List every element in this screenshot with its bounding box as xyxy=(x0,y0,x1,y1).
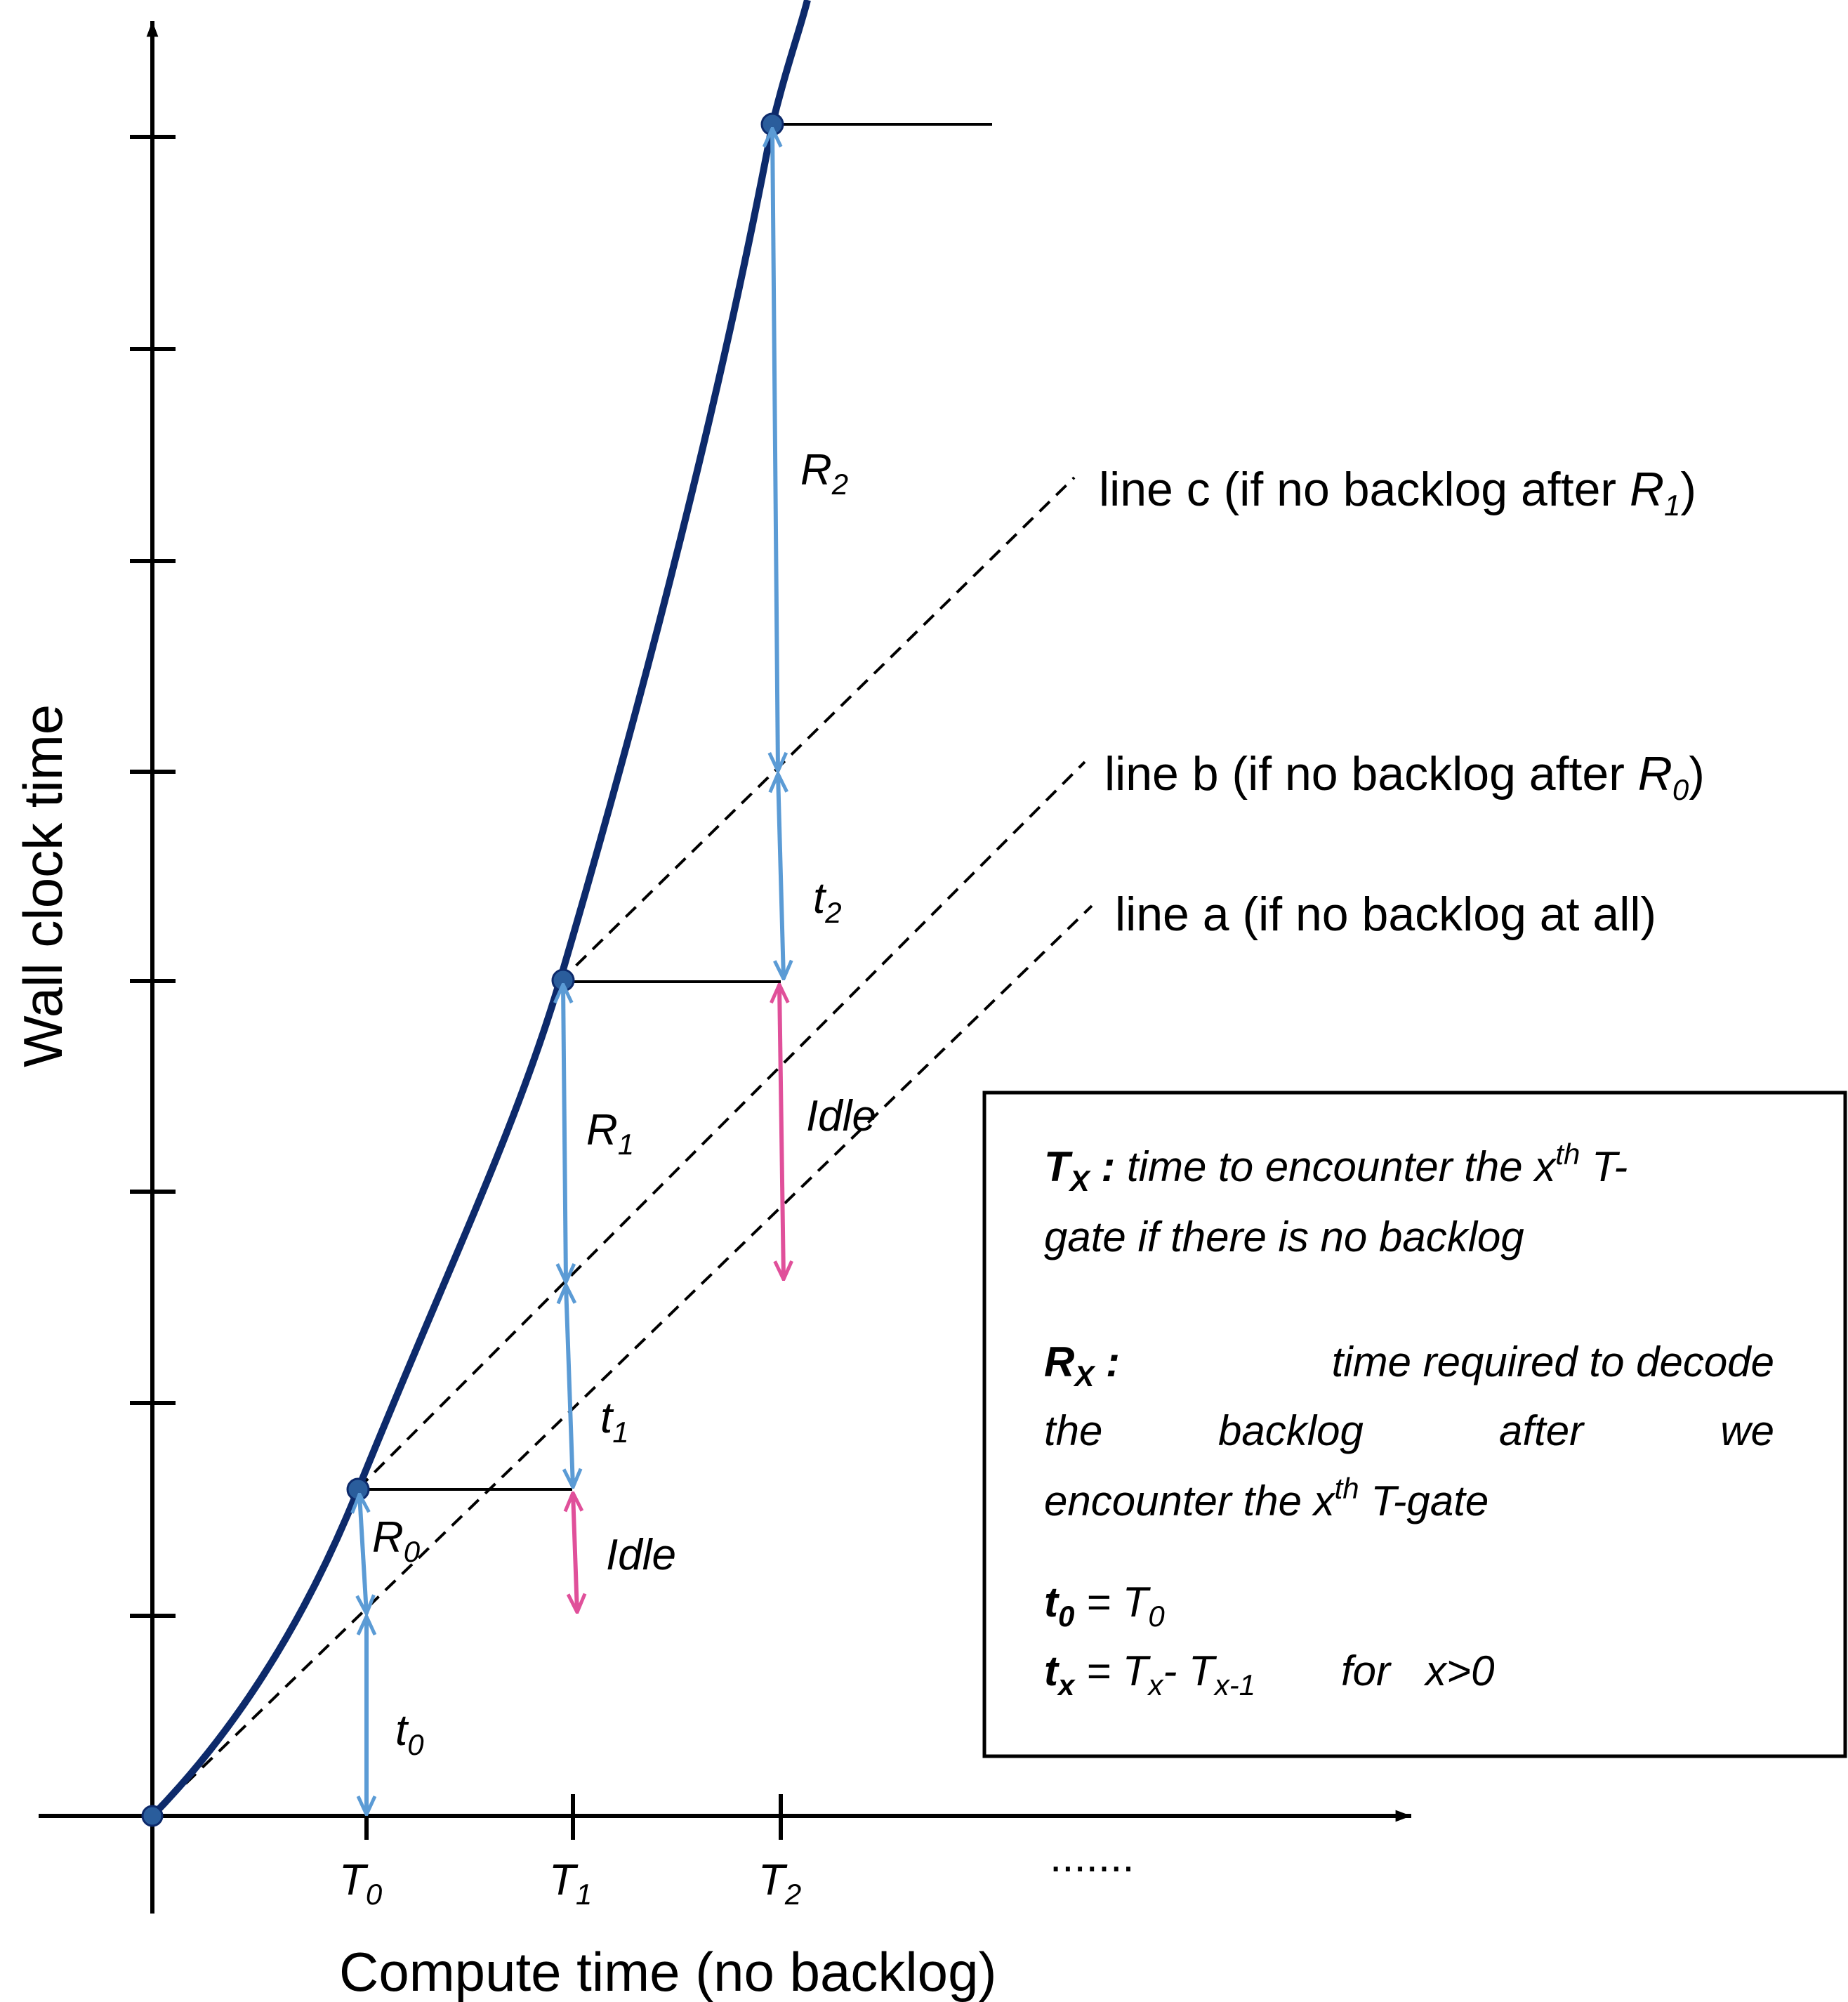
tick-label-t1: T1 xyxy=(549,1856,592,1911)
arrow-idle-2 xyxy=(779,984,784,1279)
legend-rx-w4: we xyxy=(1720,1407,1774,1454)
x-axis-title: Compute time (no backlog) xyxy=(339,1941,996,2002)
line-c xyxy=(558,476,1076,983)
line-a xyxy=(151,904,1093,1817)
origin-dot xyxy=(141,1805,164,1827)
label-idle-2: Idle xyxy=(806,1092,876,1140)
label-t0: t0 xyxy=(395,1706,424,1761)
label-r2: R2 xyxy=(800,446,848,501)
label-line-b: line b (if no backlog after R0) xyxy=(1104,747,1705,806)
arrow-r1 xyxy=(563,984,566,1282)
legend-box: TX : time to encounter the xth T- gate i… xyxy=(982,1091,1847,1758)
label-r0: R0 xyxy=(372,1513,421,1568)
legend-tx-def: tx = Tx- Tx-1 xyxy=(1044,1647,1255,1701)
arrow-r0 xyxy=(359,1494,367,1614)
legend-tx-line1: TX : time to encounter the xth T- xyxy=(1044,1138,1628,1197)
arrow-idle-1 xyxy=(573,1493,577,1612)
label-t1: t1 xyxy=(600,1394,629,1449)
arrow-t2 xyxy=(778,774,784,979)
label-r1: R1 xyxy=(586,1106,634,1161)
legend-rx-w2: backlog xyxy=(1218,1407,1364,1454)
line-b xyxy=(357,760,1086,1490)
y-axis-title: Wall clock time xyxy=(12,704,74,1067)
level-lines xyxy=(358,123,992,1491)
tick-label-t0: T0 xyxy=(339,1856,383,1911)
x-ellipsis: ....... xyxy=(1050,1833,1135,1881)
tick-label-t2: T2 xyxy=(758,1856,801,1911)
blue-arrows xyxy=(359,129,784,1815)
legend-frame xyxy=(982,1091,1847,1758)
legend-rx-w3: after xyxy=(1499,1407,1585,1454)
arrow-t1 xyxy=(566,1285,573,1487)
idle-arrows xyxy=(573,984,784,1612)
legend-rx-w1: the xyxy=(1044,1407,1102,1454)
legend-rx-line1: RX : xyxy=(1044,1338,1120,1392)
legend-tx-line2: gate if there is no backlog xyxy=(1044,1213,1524,1260)
label-idle-1: Idle xyxy=(606,1531,676,1579)
event-dots xyxy=(141,112,784,1827)
legend-t0-def: t0 = T0 xyxy=(1044,1579,1165,1633)
legend-tx-cond: for x>0 xyxy=(1341,1647,1494,1694)
arrow-r2 xyxy=(772,129,778,771)
legend-rx-line3: encounter the xth T-gate xyxy=(1044,1472,1489,1524)
wall-clock-curve xyxy=(150,0,811,1819)
y-ticks xyxy=(130,135,176,1618)
label-line-c: line c (if no backlog after R1) xyxy=(1099,463,1696,522)
reference-lines xyxy=(151,476,1093,1817)
label-line-a: line a (if no backlog at all) xyxy=(1115,888,1656,941)
legend-rx-line1-text: time required to decode xyxy=(1332,1338,1774,1385)
label-t2: t2 xyxy=(813,874,842,929)
